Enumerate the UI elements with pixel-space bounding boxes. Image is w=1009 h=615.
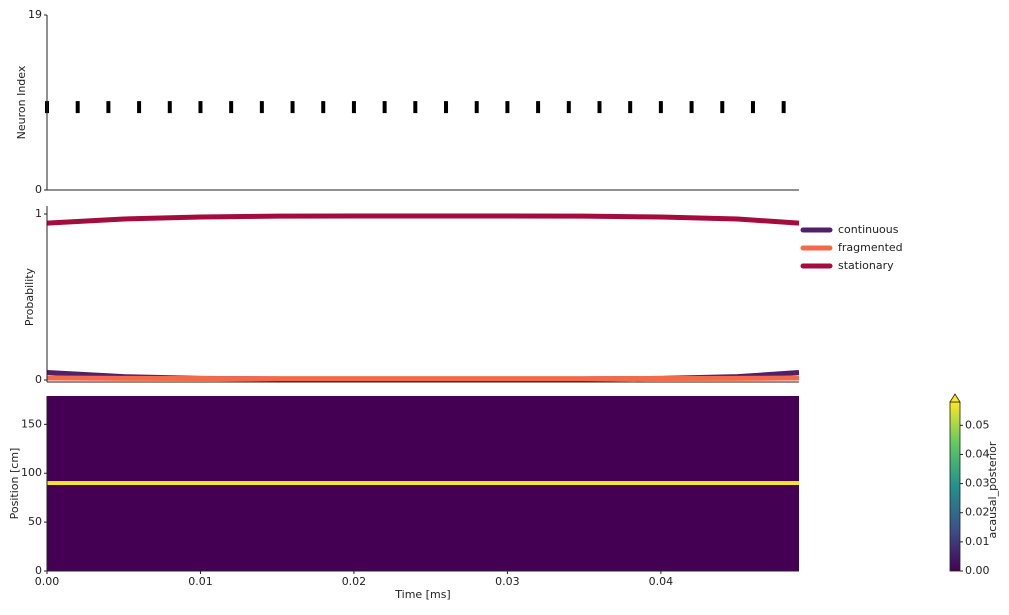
colorbar xyxy=(949,401,961,572)
spike xyxy=(597,101,602,114)
y-axis-label: Probability xyxy=(23,267,36,326)
spike xyxy=(259,101,264,114)
spike xyxy=(628,101,633,114)
heatmap-cell xyxy=(47,484,799,571)
y-tick-label: 150 xyxy=(21,417,42,430)
x-tick-label: 0.01 xyxy=(188,575,213,588)
spike xyxy=(444,101,449,114)
spike xyxy=(321,101,326,114)
legend-label: continuous xyxy=(838,223,899,236)
y-axis-label: Neuron Index xyxy=(15,65,28,139)
series-line xyxy=(46,375,800,382)
spike xyxy=(781,101,786,114)
spike xyxy=(474,101,479,114)
spike xyxy=(566,101,571,114)
colorbar-tick-label: 0.04 xyxy=(965,447,990,460)
spike xyxy=(290,101,295,114)
y-axis-label: Position [cm] xyxy=(8,448,21,520)
spike xyxy=(505,101,510,114)
series-line xyxy=(46,213,800,226)
colorbar-extend xyxy=(949,393,961,403)
spike xyxy=(413,101,418,114)
colorbar-tick-label: 0.03 xyxy=(965,477,990,490)
spike xyxy=(137,101,142,114)
spike xyxy=(229,101,234,114)
legend-label: fragmented xyxy=(838,241,903,254)
spike xyxy=(720,101,725,114)
x-axis-label: Time [ms] xyxy=(394,588,450,601)
spike xyxy=(382,101,387,114)
y-tick-label: 0 xyxy=(35,564,42,577)
spike xyxy=(106,101,111,114)
y-tick-label: 0 xyxy=(35,373,42,386)
heatmap-cell xyxy=(47,396,799,482)
y-tick-label: 19 xyxy=(28,8,42,21)
spike xyxy=(658,101,663,114)
colorbar-tick-label: 0.01 xyxy=(965,535,990,548)
spike xyxy=(689,101,694,114)
y-tick-label: 50 xyxy=(28,515,42,528)
y-tick-label: 0 xyxy=(35,183,42,196)
colorbar-tick-label: 0.02 xyxy=(965,506,990,519)
spike xyxy=(167,101,172,114)
heatmap-cell xyxy=(47,481,799,485)
x-tick-label: 0.03 xyxy=(495,575,520,588)
x-tick-label: 0.00 xyxy=(35,575,60,588)
y-tick-label: 100 xyxy=(21,466,42,479)
y-tick-label: 1 xyxy=(35,207,42,220)
x-tick-label: 0.04 xyxy=(649,575,674,588)
spike xyxy=(75,101,80,114)
colorbar-label: acausal_posterior xyxy=(986,441,999,538)
spike xyxy=(536,101,541,114)
spike xyxy=(750,101,755,114)
spike xyxy=(351,101,356,114)
legend-label: stationary xyxy=(838,259,894,272)
colorbar-tick-label: 0.00 xyxy=(965,564,990,577)
x-tick-label: 0.02 xyxy=(342,575,367,588)
spike xyxy=(198,101,203,114)
colorbar-tick-label: 0.05 xyxy=(965,418,990,431)
